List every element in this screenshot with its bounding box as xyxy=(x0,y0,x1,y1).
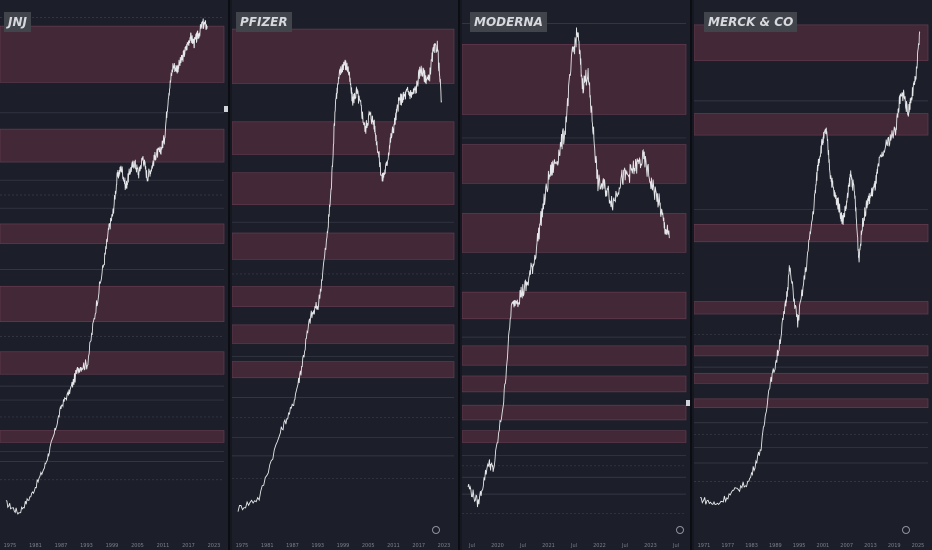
moderna-price-chart[interactable]: Jul 2020 Jul 2021 Jul 2022 Jul 2023 Jul xyxy=(462,0,690,550)
pfizer-x-tick-label: 2017 xyxy=(412,543,425,549)
pfizer-x-tick-label: 2005 xyxy=(362,543,375,549)
moderna-x-tick-label: 2021 xyxy=(542,543,555,549)
moderna-zone-2 xyxy=(462,375,687,393)
jnj-plot-background xyxy=(0,0,228,550)
merck-ticker-label: MERCK & CO xyxy=(704,12,798,32)
merck-co-zone-4 xyxy=(694,223,929,243)
merck-co-x-tick-label: 2013 xyxy=(864,543,877,549)
pfizer-x-tick-label: 1999 xyxy=(337,543,350,549)
merck-co-zone-3 xyxy=(694,301,929,315)
panel-divider xyxy=(690,0,692,550)
moderna-ticker-label: MODERNA xyxy=(470,12,547,32)
pfizer-zone-0 xyxy=(232,361,455,379)
jnj-zone-2 xyxy=(0,285,225,323)
merck-co-x-tick-label: 1983 xyxy=(745,543,758,549)
merck-co-x-tick-label: 1989 xyxy=(769,543,782,549)
pfizer-plot-background xyxy=(232,0,458,550)
moderna-zone-3 xyxy=(462,345,687,366)
moderna-x-tick-label: Jul xyxy=(468,543,475,549)
jnj-x-tick-label: 2005 xyxy=(131,543,144,549)
moderna-x-tick-label: 2023 xyxy=(644,543,657,549)
moderna-zone-0 xyxy=(462,430,687,443)
merck-co-zone-5 xyxy=(694,113,929,136)
panel-divider xyxy=(228,0,230,550)
jnj-x-tick-label: 1981 xyxy=(29,543,42,549)
jnj-zone-3 xyxy=(0,223,225,244)
chart-panel-moderna[interactable]: Jul 2020 Jul 2021 Jul 2022 Jul 2023 Jul MODERNA xyxy=(462,0,690,550)
moderna-zone-7 xyxy=(462,44,687,115)
pfizer-x-tick-label: 1987 xyxy=(286,543,299,549)
chart-panel-pfizer[interactable]: 1975 1981 1987 1993 1999 2005 2011 2017 2023 PFI… xyxy=(232,0,458,550)
moderna-x-tick-label: 2022 xyxy=(593,543,606,549)
merck-co-zone-1 xyxy=(694,372,929,384)
jnj-zone-1 xyxy=(0,351,225,375)
jnj-zone-5 xyxy=(0,25,225,83)
merck-replay-icon[interactable] xyxy=(902,526,910,534)
merck-co-x-tick-label: 1971 xyxy=(698,543,711,549)
jnj-price-line xyxy=(5,18,208,515)
jnj-x-tick-label: 1975 xyxy=(4,543,17,549)
merck-co-plot-background xyxy=(694,0,932,550)
chart-panel-jnj[interactable]: 1975 1981 1987 1993 1999 2005 2011 2017 2023 JNJ xyxy=(0,0,228,550)
jnj-last-price-marker xyxy=(224,106,228,112)
jnj-x-tick-label: 1993 xyxy=(80,543,93,549)
moderna-x-tick-label: Jul xyxy=(570,543,577,549)
pfizer-x-tick-label: 1981 xyxy=(261,543,274,549)
jnj-x-tick-label: 2011 xyxy=(157,543,170,549)
moderna-replay-icon[interactable] xyxy=(676,526,684,534)
jnj-x-tick-label: 2023 xyxy=(208,543,221,549)
chart-panel-merck[interactable]: 1971 1977 1983 1989 1995 2001 2007 2013 2019 2025… xyxy=(694,0,932,550)
merck-price-chart[interactable]: 1971 1977 1983 1989 1995 2001 2007 2013 2019 2025 xyxy=(694,0,932,550)
pfizer-zone-5 xyxy=(232,121,455,155)
moderna-zone-1 xyxy=(462,404,687,421)
merck-co-x-tick-label: 2019 xyxy=(888,543,901,549)
pfizer-zone-3 xyxy=(232,232,455,260)
pfizer-zone-4 xyxy=(232,172,455,205)
merck-co-zone-0 xyxy=(694,398,929,408)
merck-co-x-tick-label: 2007 xyxy=(840,543,853,549)
merck-co-x-tick-label: 2025 xyxy=(912,543,925,549)
merck-co-price-line xyxy=(700,31,921,506)
jnj-x-tick-label: 1987 xyxy=(55,543,68,549)
jnj-ticker-label: JNJ xyxy=(4,12,31,32)
jnj-price-chart[interactable]: 1975 1981 1987 1993 1999 2005 2011 2017 2023 xyxy=(0,0,228,550)
moderna-last-price-marker xyxy=(686,400,690,406)
moderna-x-tick-label: Jul xyxy=(672,543,679,549)
merck-co-x-tick-label: 2001 xyxy=(817,543,830,549)
moderna-zone-5 xyxy=(462,213,687,253)
pfizer-zone-1 xyxy=(232,324,455,344)
pfizer-x-tick-label: 2023 xyxy=(438,543,451,549)
pfizer-x-tick-label: 1975 xyxy=(236,543,249,549)
jnj-zone-4 xyxy=(0,128,225,163)
moderna-x-tick-label: Jul xyxy=(519,543,526,549)
merck-co-zone-2 xyxy=(694,345,929,357)
pfizer-zone-6 xyxy=(232,28,455,84)
moderna-price-line xyxy=(467,27,670,508)
pfizer-x-tick-label: 2011 xyxy=(387,543,400,549)
jnj-zone-0 xyxy=(0,430,225,443)
pfizer-zone-2 xyxy=(232,286,455,307)
pfizer-x-tick-label: 1993 xyxy=(311,543,324,549)
jnj-x-tick-label: 1999 xyxy=(106,543,119,549)
pfizer-price-line xyxy=(237,40,442,512)
pfizer-ticker-label: PFIZER xyxy=(236,12,292,32)
panel-divider xyxy=(458,0,460,550)
pfizer-price-chart[interactable]: 1975 1981 1987 1993 1999 2005 2011 2017 2023 xyxy=(232,0,458,550)
moderna-zone-6 xyxy=(462,144,687,184)
moderna-zone-4 xyxy=(462,291,687,320)
pfizer-replay-icon[interactable] xyxy=(432,526,440,534)
merck-co-x-tick-label: 1995 xyxy=(793,543,806,549)
jnj-x-tick-label: 2017 xyxy=(182,543,195,549)
moderna-x-tick-label: 2020 xyxy=(491,543,504,549)
merck-co-x-tick-label: 1977 xyxy=(721,543,734,549)
moderna-x-tick-label: Jul xyxy=(621,543,628,549)
